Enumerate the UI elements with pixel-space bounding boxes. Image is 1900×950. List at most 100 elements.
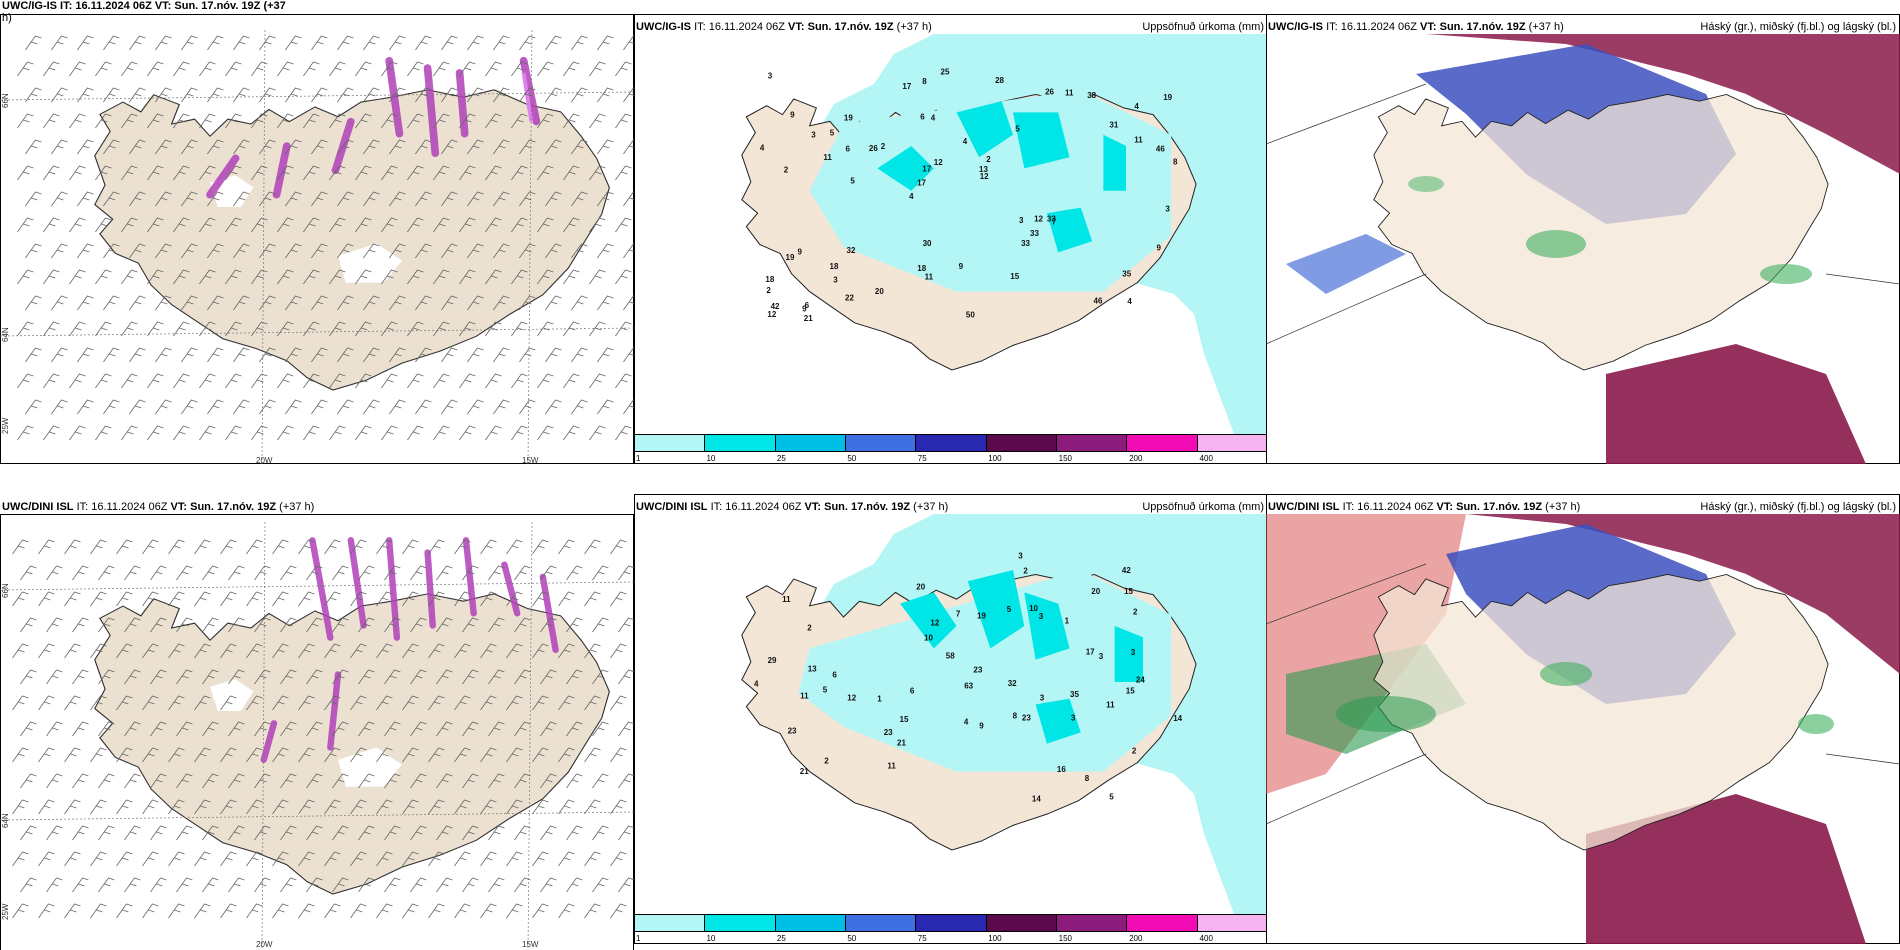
precip-value: 2: [986, 155, 991, 164]
wind-barb: [389, 139, 406, 155]
wind-barb: [337, 399, 354, 415]
colorbar-swatch: [775, 915, 846, 931]
wind-barb: [407, 61, 424, 77]
wind-barb: [46, 617, 63, 633]
wind-barb: [337, 35, 354, 51]
wind-barb: [329, 61, 346, 77]
wind-barb: [277, 61, 294, 77]
colorbar-swatch: [1197, 435, 1267, 451]
wind-barb: [407, 373, 424, 389]
wind-barb: [615, 321, 632, 337]
precip-value: 33: [1021, 239, 1030, 248]
wind-barb: [12, 695, 29, 711]
wind-barb: [566, 825, 583, 841]
precip-value: 35: [1070, 690, 1079, 699]
precip-value: 12: [847, 693, 856, 702]
wind-barb: [233, 35, 250, 51]
wind-barb: [532, 851, 549, 867]
wind-barb: [225, 425, 242, 441]
wind-barb: [563, 165, 580, 181]
wind-barb: [485, 61, 502, 77]
precip-value: 6: [920, 113, 925, 122]
wind-barb: [558, 903, 575, 919]
wind-barb: [462, 617, 479, 633]
wind-barb: [332, 825, 349, 841]
precip-value: 9: [802, 305, 807, 314]
precip-value: 2: [824, 756, 829, 765]
panel-wind-dini: UWC/DINI ISL IT: 16.11.2024 06Z VT: Sun.…: [0, 494, 636, 950]
wind-barb: [199, 61, 216, 77]
wind-barb: [168, 747, 185, 763]
wind-barb: [511, 425, 528, 441]
wind-barb: [459, 425, 476, 441]
wind-barb: [350, 903, 367, 919]
wind-barb: [623, 35, 634, 51]
wind-barb: [376, 591, 393, 607]
wind-barb: [589, 425, 606, 441]
wind-barb: [493, 347, 510, 363]
wind-barb: [176, 825, 193, 841]
wind-barb: [610, 643, 627, 659]
wind-barb: [506, 643, 523, 659]
wind-barb: [384, 877, 401, 893]
wind-barb: [441, 139, 458, 155]
wind-barb: [272, 851, 289, 867]
wind-barb: [25, 87, 42, 103]
wind-barb: [610, 903, 627, 919]
wind-barb: [415, 191, 432, 207]
wind-barb: [272, 903, 289, 919]
wind-barb: [147, 373, 164, 389]
wind-barb: [592, 617, 609, 633]
wind-barb: [376, 799, 393, 815]
wind-barb: [329, 373, 346, 389]
wind-barb: [199, 425, 216, 441]
wind-barb: [272, 799, 289, 815]
precip-value: 4: [964, 717, 969, 726]
wind-barb: [441, 295, 458, 311]
wind-barb: [25, 347, 42, 363]
wind-barb: [90, 643, 107, 659]
wind-barb: [350, 539, 367, 555]
wind-barb: [98, 773, 115, 789]
wind-barb: [389, 347, 406, 363]
wind-barb: [376, 695, 393, 711]
precip-value: 23: [1022, 713, 1031, 722]
wind-barb: [558, 799, 575, 815]
wind-barb: [251, 113, 268, 129]
wind-barb: [363, 295, 380, 311]
wind-barb: [12, 591, 29, 607]
wind-barb: [332, 877, 349, 893]
wind-barb: [454, 747, 471, 763]
wind-barb: [537, 269, 554, 285]
wind-barb: [51, 399, 68, 415]
lat-label-25w: 25W: [1, 903, 10, 920]
wind-barb: [584, 643, 601, 659]
wind-barb: [43, 217, 60, 233]
wind-barb: [121, 165, 138, 181]
wind-barb: [225, 113, 242, 129]
wind-barb: [415, 87, 432, 103]
wind-barb: [358, 669, 375, 685]
wind-barb: [597, 295, 614, 311]
wind-barb: [436, 669, 453, 685]
colorbar-swatch: [1197, 915, 1267, 931]
wind-barb: [558, 643, 575, 659]
wind-barb: [519, 347, 536, 363]
wind-barb: [597, 87, 614, 103]
precip-value: 26: [1045, 88, 1054, 97]
precip-value: 6: [910, 687, 915, 696]
wind-barb: [384, 669, 401, 685]
wind-barb: [363, 243, 380, 259]
wind-barb: [181, 35, 198, 51]
wind-barb: [402, 695, 419, 711]
precip-value: 7: [1052, 218, 1057, 227]
wind-barb: [246, 851, 263, 867]
precip-value: 15: [1126, 687, 1135, 696]
wind-barb: [389, 295, 406, 311]
wind-barb: [511, 165, 528, 181]
wind-barb: [173, 321, 190, 337]
wind-barb: [43, 269, 60, 285]
precip-value: 21: [800, 767, 809, 776]
wind-barb: [436, 773, 453, 789]
wind-barb: [428, 903, 445, 919]
